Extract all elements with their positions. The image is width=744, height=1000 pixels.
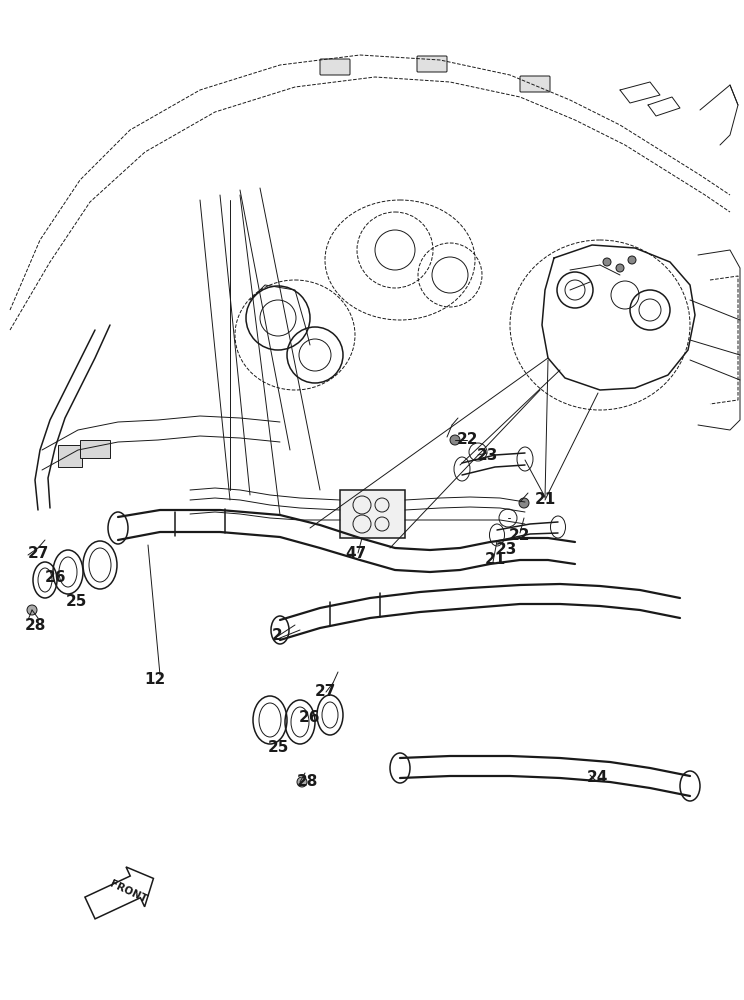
Polygon shape bbox=[85, 867, 153, 919]
Ellipse shape bbox=[27, 605, 37, 615]
FancyBboxPatch shape bbox=[520, 76, 550, 92]
Bar bbox=[58, 445, 82, 467]
Bar bbox=[340, 490, 405, 538]
Text: 28: 28 bbox=[25, 618, 45, 634]
Text: 22: 22 bbox=[456, 432, 478, 448]
Text: 12: 12 bbox=[144, 672, 166, 688]
Text: 28: 28 bbox=[296, 774, 318, 790]
Text: 23: 23 bbox=[476, 448, 498, 462]
Text: 27: 27 bbox=[314, 684, 336, 700]
Text: 26: 26 bbox=[299, 710, 321, 726]
FancyBboxPatch shape bbox=[320, 59, 350, 75]
Ellipse shape bbox=[297, 777, 307, 787]
Text: 25: 25 bbox=[267, 740, 289, 756]
Text: 22: 22 bbox=[508, 528, 530, 542]
Text: 23: 23 bbox=[496, 542, 516, 558]
Circle shape bbox=[450, 435, 460, 445]
Text: 21: 21 bbox=[534, 492, 556, 508]
Text: 21: 21 bbox=[484, 552, 506, 568]
Circle shape bbox=[628, 256, 636, 264]
FancyBboxPatch shape bbox=[417, 56, 447, 72]
Text: 24: 24 bbox=[586, 770, 608, 786]
Circle shape bbox=[603, 258, 611, 266]
Circle shape bbox=[616, 264, 624, 272]
Bar bbox=[80, 440, 110, 458]
Text: FRONT: FRONT bbox=[108, 879, 148, 905]
Text: 26: 26 bbox=[44, 570, 65, 585]
Text: 27: 27 bbox=[28, 546, 48, 562]
Text: 2: 2 bbox=[272, 628, 283, 643]
Circle shape bbox=[519, 498, 529, 508]
Text: 47: 47 bbox=[345, 546, 367, 560]
Text: 25: 25 bbox=[65, 594, 87, 609]
